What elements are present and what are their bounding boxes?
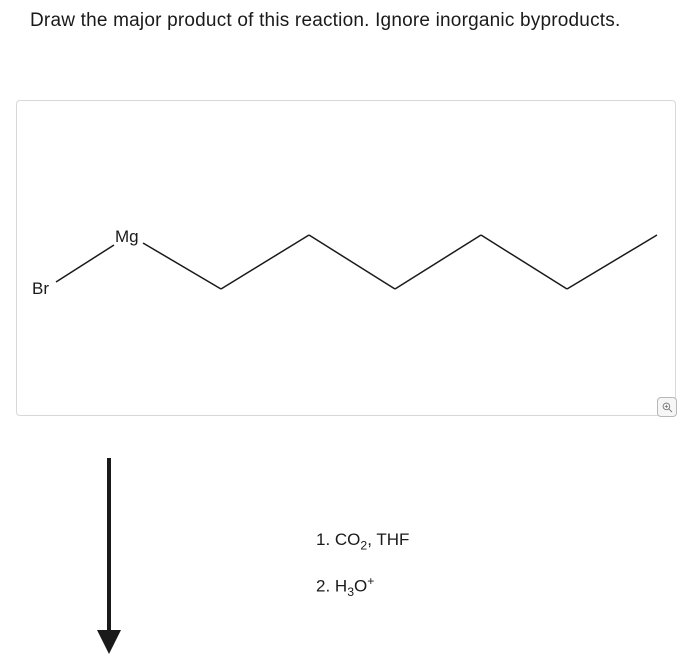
bond-line xyxy=(309,235,395,289)
bond-line xyxy=(221,235,309,289)
atom-label-br: Br xyxy=(32,279,49,299)
molecule-structure-box: Br Mg xyxy=(16,100,676,416)
bond-line xyxy=(395,235,481,289)
reagent2-sup: + xyxy=(367,574,374,588)
reagent2-mid: O xyxy=(354,577,367,596)
molecule-svg xyxy=(17,101,677,417)
reagent2-prefix: 2. H xyxy=(316,577,347,596)
reagent-conditions: 1. CO2, THF 2. H3O+ xyxy=(316,530,409,621)
reagent1-suffix: , THF xyxy=(367,530,409,549)
reagent2-sub: 3 xyxy=(347,585,354,599)
question-text: Draw the major product of this reaction.… xyxy=(30,10,620,32)
bond-line xyxy=(481,235,567,289)
bond-line xyxy=(56,245,114,282)
reagent-line-1: 1. CO2, THF xyxy=(316,530,409,552)
magnify-plus-icon xyxy=(662,402,673,413)
reagent-line-2: 2. H3O+ xyxy=(316,574,409,599)
atom-label-mg: Mg xyxy=(115,227,139,247)
bond-line xyxy=(567,235,657,289)
reaction-arrow xyxy=(94,458,124,659)
zoom-button[interactable] xyxy=(657,397,677,417)
reagent1-prefix: 1. CO xyxy=(316,530,360,549)
bond-line xyxy=(143,243,221,289)
